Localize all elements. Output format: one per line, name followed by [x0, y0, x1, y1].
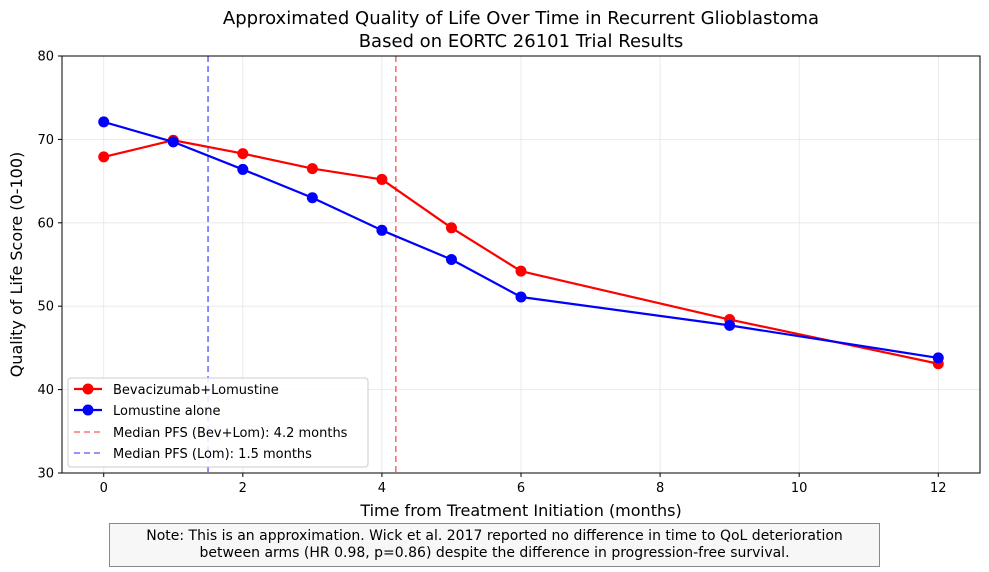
series-1-point	[167, 136, 179, 148]
y-tick-label: 80	[37, 50, 54, 65]
y-tick-label: 60	[37, 216, 54, 231]
legend-label-pfs-bev-lom: Median PFS (Bev+Lom): 4.2 months	[113, 426, 348, 441]
note-box: Note: This is an approximation. Wick et …	[109, 523, 880, 567]
series-0-point	[515, 265, 527, 277]
legend-marker-bev-lom	[82, 383, 94, 395]
chart-title-line2: Based on EORTC 26101 Trial Results	[359, 31, 684, 52]
y-tick-label: 30	[37, 467, 54, 482]
note-line-2: between arms (HR 0.98, p=0.86) despite t…	[199, 545, 790, 561]
legend-label-pfs-lom: Median PFS (Lom): 1.5 months	[113, 447, 312, 462]
y-tick-label: 50	[37, 300, 54, 315]
series-0-point	[98, 151, 110, 163]
x-axis-label: Time from Treatment Initiation (months)	[359, 501, 681, 520]
x-tick-label: 6	[517, 481, 525, 496]
y-tick-label: 70	[37, 133, 54, 148]
series-1-point	[98, 116, 110, 128]
x-tick-label: 2	[239, 481, 247, 496]
legend-entry-pfs-lom: Median PFS (Lom): 1.5 months	[74, 447, 312, 462]
series-1-point	[237, 163, 249, 175]
series-0-point	[376, 173, 388, 185]
series-1-point	[445, 253, 457, 265]
legend-entry-bev-lom: Bevacizumab+Lomustine	[74, 383, 279, 398]
chart-title-line1: Approximated Quality of Life Over Time i…	[223, 8, 819, 29]
series-0-point	[237, 148, 249, 160]
legend-label-lom: Lomustine alone	[113, 404, 221, 419]
series-lines	[98, 116, 944, 370]
legend-entry-lom: Lomustine alone	[74, 404, 221, 419]
note-line-1: Note: This is an approximation. Wick et …	[146, 528, 843, 544]
series-1-point	[306, 192, 318, 204]
x-tick-label: 0	[100, 481, 108, 496]
legend-entry-pfs-bev-lom: Median PFS (Bev+Lom): 4.2 months	[74, 426, 348, 441]
qol-line-chart: Approximated Quality of Life Over Time i…	[7, 8, 981, 520]
series-1-point	[724, 319, 736, 331]
legend-marker-lom	[82, 404, 94, 416]
x-tick-label: 10	[791, 481, 808, 496]
x-tick-label: 12	[930, 481, 947, 496]
y-axis-label: Quality of Life Score (0-100)	[7, 152, 26, 378]
series-1-point	[376, 224, 388, 236]
series-1-point	[515, 291, 527, 303]
legend-label-bev-lom: Bevacizumab+Lomustine	[113, 383, 279, 398]
series-1-point	[932, 352, 944, 364]
series-0-point	[445, 222, 457, 234]
y-tick-label: 40	[37, 383, 54, 398]
legend: Bevacizumab+Lomustine Lomustine alone Me…	[67, 377, 369, 468]
x-tick-label: 4	[378, 481, 386, 496]
x-tick-label: 8	[656, 481, 664, 496]
axis-ticks: 0 2 4 6 8 10 12 30 40 50 60 70 80	[37, 50, 946, 497]
legend-box	[67, 377, 369, 468]
series-0-point	[306, 163, 318, 175]
